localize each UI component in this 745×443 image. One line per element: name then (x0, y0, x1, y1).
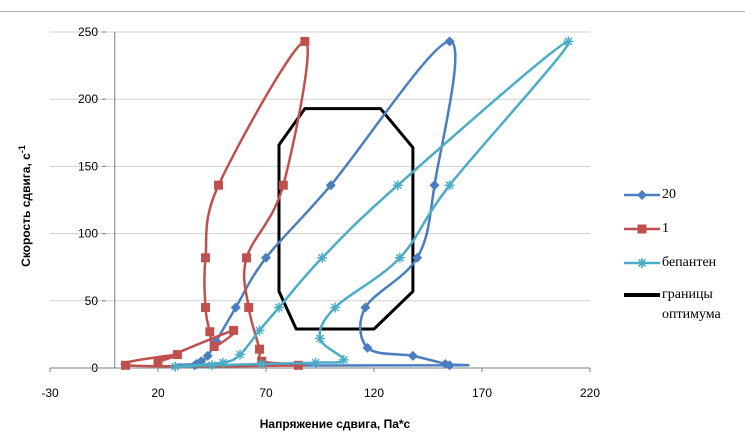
y-axis-label-exponent: -1 (17, 145, 27, 153)
data-point (362, 342, 373, 353)
data-point (201, 303, 211, 313)
grid (50, 31, 590, 302)
y-tick-label-200: 200 (78, 92, 98, 106)
y-tick-label-100: 100 (78, 227, 98, 241)
data-point (256, 358, 267, 369)
data-point (325, 180, 336, 191)
legend-item-optimum: границы оптимума (624, 287, 745, 322)
legend-swatch-1 (624, 224, 660, 234)
legend-item-20: 20 (624, 186, 745, 208)
x-tick-label-170: 170 (472, 386, 492, 400)
data-point (209, 341, 219, 351)
data-point (235, 349, 246, 360)
optimum-boundary (277, 107, 415, 331)
y-axis-label-text: Скорость сдвига, с (19, 153, 33, 267)
series-line-2 (174, 40, 570, 369)
data-point (170, 361, 181, 372)
data-point (563, 36, 574, 47)
series-1 (120, 36, 310, 370)
data-point (394, 252, 405, 263)
x-tick-label--30: -30 (41, 386, 59, 400)
data-point (244, 303, 254, 313)
data-point (360, 302, 371, 313)
data-point (300, 36, 310, 46)
series-group (120, 36, 574, 372)
data-point (310, 357, 321, 368)
x-tick-label-220: 220 (580, 386, 600, 400)
x-tick-label-70: 70 (259, 386, 273, 400)
data-point (407, 350, 418, 361)
legend-item-bepanten: бепантен (624, 254, 745, 276)
y-tick-label-250: 250 (78, 25, 98, 39)
y-tick-label-150: 150 (78, 159, 98, 173)
data-point (261, 252, 271, 263)
data-point (229, 325, 239, 335)
legend-label-1: 1 (662, 221, 669, 236)
data-point (429, 180, 440, 191)
optimum-region (277, 107, 415, 331)
top-divider (0, 11, 745, 12)
data-point (273, 302, 284, 313)
legend-swatch-20 (624, 190, 660, 200)
series-line-0 (175, 40, 470, 367)
data-point (172, 350, 182, 360)
data-point (255, 344, 265, 354)
x-tick-label-20: 20 (151, 386, 165, 400)
legend-label-20: 20 (662, 187, 676, 202)
data-point (278, 180, 288, 190)
data-point (202, 350, 213, 361)
data-point (205, 327, 215, 337)
data-point (201, 253, 211, 263)
data-point (254, 325, 265, 336)
data-point (392, 180, 403, 191)
series-2 (170, 36, 574, 372)
legend-item-1: 1 (624, 220, 745, 242)
data-point (213, 180, 223, 190)
y-tick-label-50: 50 (85, 294, 99, 308)
data-point (230, 302, 241, 313)
data-point (338, 354, 349, 365)
data-point (217, 357, 228, 368)
data-point (293, 360, 303, 370)
data-point (207, 360, 217, 371)
data-point (242, 253, 252, 263)
x-axis-label: Напряжение сдвига, Па*с (260, 417, 411, 431)
data-point (121, 360, 131, 370)
data-point (440, 358, 451, 369)
data-point (315, 333, 325, 344)
data-point (330, 302, 341, 313)
legend-label-bepanten: бепантен (662, 255, 717, 270)
data-point (317, 252, 328, 263)
legend: 20 1 бепантен границы оптимума (624, 186, 745, 322)
data-point (412, 252, 423, 263)
x-tick-label-120: 120 (364, 386, 384, 400)
legend-swatch-bepanten (624, 258, 660, 268)
axis-labels: Напряжение сдвига, Па*с Скорость сдвига,… (17, 145, 411, 431)
legend-swatch-optimum (624, 293, 660, 297)
data-point (444, 36, 455, 47)
series-0 (175, 36, 470, 371)
data-point (444, 180, 455, 191)
data-point (153, 356, 163, 366)
y-axis-label: Скорость сдвига, с-1 (17, 145, 33, 267)
legend-label-optimum: границы оптимума (662, 287, 721, 322)
